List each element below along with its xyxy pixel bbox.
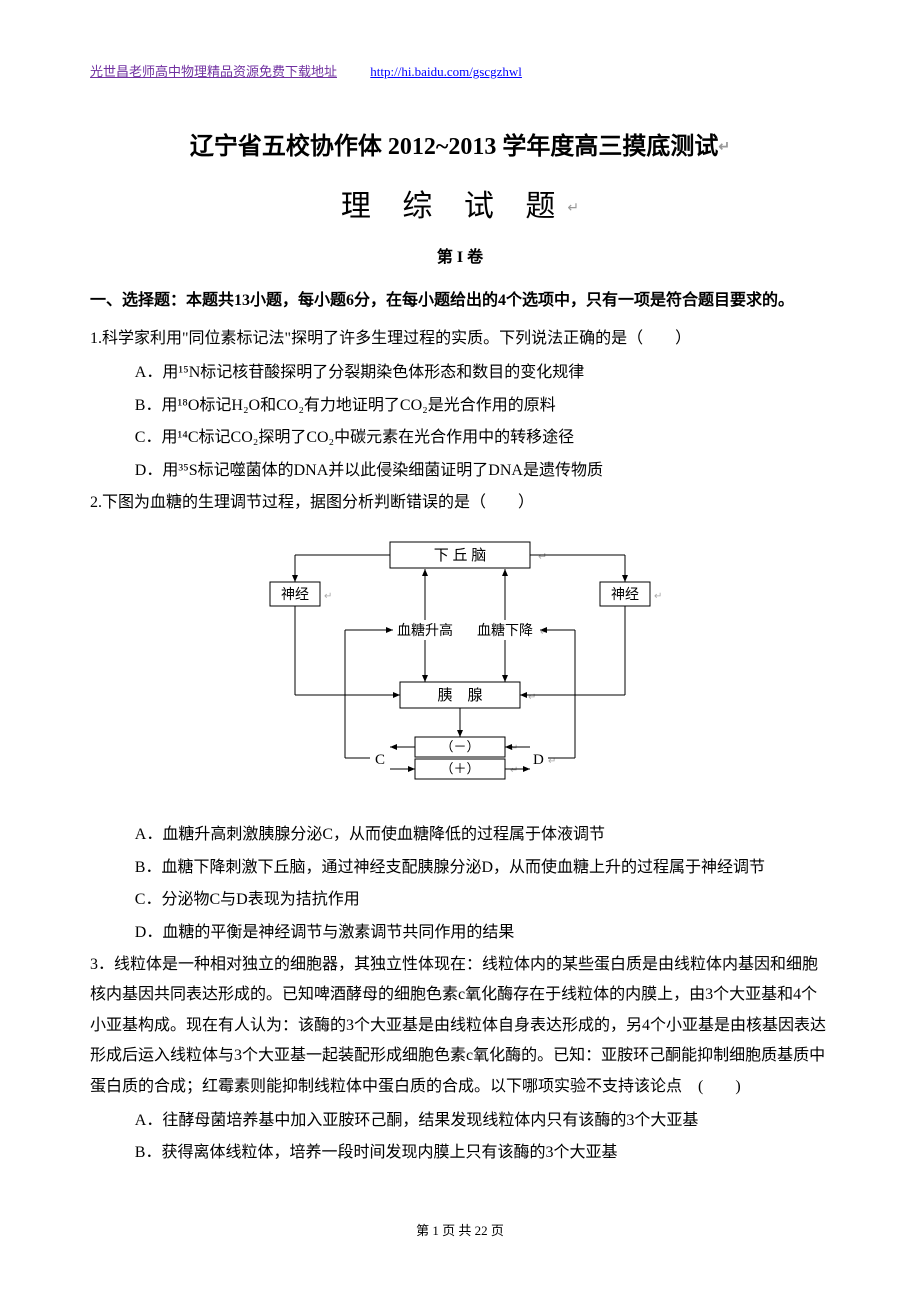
- q2-option-b: B．血糖下降刺激下丘脑，通过神经支配胰腺分泌D，从而使血糖上升的过程属于神经调节: [90, 853, 830, 883]
- q2-option-c: C．分泌物C与D表现为拮抗作用: [90, 885, 830, 915]
- question-2-stem: 2.下图为血糖的生理调节过程，据图分析判断错误的是（ ）: [90, 488, 830, 518]
- page-footer: 第 1 页 共 22 页: [90, 1219, 830, 1244]
- diagram-plus-label: （＋）: [440, 761, 479, 776]
- title-sub-text: 理 综 试 题: [341, 190, 568, 223]
- paragraph-mark-icon: ↵: [718, 140, 730, 155]
- q1-option-b: B．用¹⁸O标记H₂O和CO₂有力地证明了CO₂是光合作用的原料: [90, 391, 830, 421]
- diagram-minus-label: （－）: [440, 739, 479, 754]
- q1-option-d: D．用³⁵S标记噬菌体的DNA并以此侵染细菌证明了DNA是遗传物质: [90, 456, 830, 486]
- exam-title-main: 辽宁省五校协作体 2012~2013 学年度高三摸底测试↵: [90, 125, 830, 171]
- header-link-bar: 光世昌老师高中物理精品资源免费下载地址 http://hi.baidu.com/…: [90, 60, 830, 85]
- question-1-stem: 1.科学家利用"同位素标记法"探明了许多生理过程的实质。下列说法正确的是（ ）: [90, 324, 830, 354]
- diagram-d-label: D: [533, 752, 544, 768]
- svg-text:↵: ↵: [654, 591, 662, 602]
- q3-option-a: A．往酵母菌培养基中加入亚胺环己酮，结果发现线粒体内只有该酶的3个大亚基: [90, 1106, 830, 1136]
- diagram-nerve-right-label: 神经: [611, 587, 639, 603]
- diagram-svg: 下 丘 脑 ↵ 神经 ↵ 神经 ↵ 血糖升高 血糖下降 ↵ 胰 腺 ↵ （－） …: [250, 532, 670, 802]
- instructions-text: 一、选择题：本题共13小题，每小题6分，在每小题给出的4个选项中，只有一项是符合…: [90, 286, 830, 316]
- diagram-hypothalamus-label: 下 丘 脑: [434, 547, 487, 564]
- question-3-stem: 3．线粒体是一种相对独立的细胞器，其独立性体现在：线粒体内的某些蛋白质是由线粒体…: [90, 950, 830, 1102]
- header-source-url[interactable]: http://hi.baidu.com/gscgzhwl: [370, 64, 522, 79]
- paragraph-mark-icon: ↵: [567, 201, 579, 216]
- svg-text:↵: ↵: [538, 551, 547, 563]
- exam-title-sub: 理 综 试 题↵: [90, 178, 830, 235]
- diagram-blood-up-label: 血糖升高: [397, 622, 453, 639]
- svg-text:↵: ↵: [324, 591, 332, 602]
- q2-option-a: A．血糖升高刺激胰腺分泌C，从而使血糖降低的过程属于体液调节: [90, 820, 830, 850]
- header-source-text[interactable]: 光世昌老师高中物理精品资源免费下载地址: [90, 64, 337, 79]
- diagram-blood-down-label: 血糖下降: [477, 623, 533, 639]
- title-main-text: 辽宁省五校协作体 2012~2013 学年度高三摸底测试: [190, 134, 718, 160]
- svg-text:↵: ↵: [510, 765, 518, 776]
- svg-text:↵: ↵: [510, 743, 518, 754]
- diagram-nerve-left-label: 神经: [281, 587, 309, 603]
- blood-sugar-diagram: 下 丘 脑 ↵ 神经 ↵ 神经 ↵ 血糖升高 血糖下降 ↵ 胰 腺 ↵ （－） …: [240, 532, 680, 802]
- section-header: 第 I 卷: [90, 243, 830, 273]
- diagram-pancreas-label: 胰 腺: [437, 687, 482, 704]
- svg-text:↵: ↵: [540, 627, 548, 638]
- q2-option-d: D．血糖的平衡是神经调节与激素调节共同作用的结果: [90, 918, 830, 948]
- q1-option-a: A．用¹⁵N标记核苷酸探明了分裂期染色体形态和数目的变化规律: [90, 358, 830, 388]
- diagram-c-label: C: [375, 752, 385, 768]
- q1-option-c: C．用¹⁴C标记CO₂探明了CO₂中碳元素在光合作用中的转移途径: [90, 423, 830, 453]
- svg-text:↵: ↵: [528, 692, 536, 703]
- q3-option-b: B．获得离体线粒体，培养一段时间发现内膜上只有该酶的3个大亚基: [90, 1138, 830, 1168]
